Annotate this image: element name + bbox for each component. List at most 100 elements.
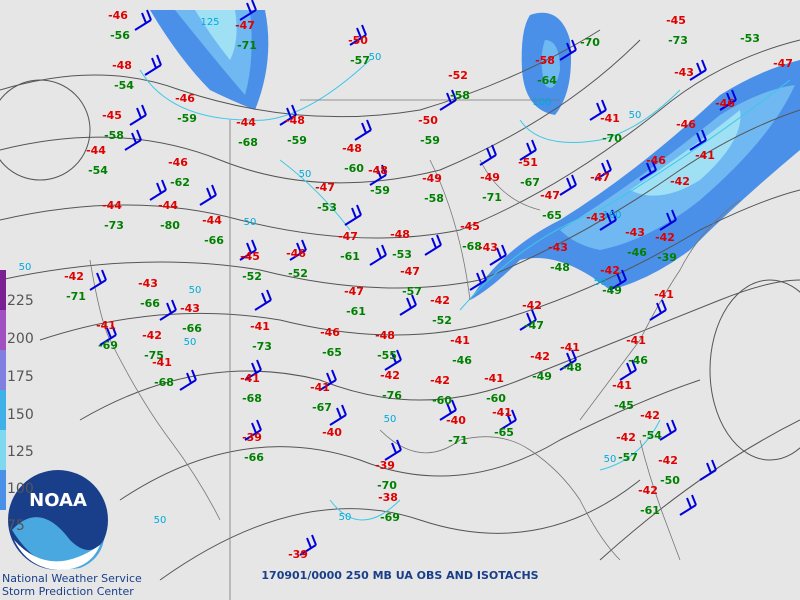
barb-flag [266,289,272,301]
coastlines [89,99,741,600]
barb-flag [566,352,572,364]
dewpoint-depression: -55 [377,349,397,362]
barb-staff [239,249,257,261]
barb-flag [291,104,297,116]
temperature: -46 [646,154,666,167]
barb-flag [381,164,387,176]
temperature: -48 [285,114,305,127]
barb-staff [254,299,272,311]
barb-flag [451,399,457,411]
temperature: -50 [418,114,438,127]
barb-flag [571,174,577,186]
dewpoint-depression: -59 [370,184,390,197]
temperature: -41 [560,341,580,354]
dewpoint-depression: -69 [380,511,400,524]
barb-staff [589,109,607,121]
isotach-label: 50 [154,515,167,526]
temperature: -46 [320,326,340,339]
barb-flag [696,132,702,144]
wind-barb [129,104,147,126]
barb-flag [566,42,572,54]
barb-flag [651,159,657,171]
barb-flag [696,62,702,74]
barb-flag [606,159,612,171]
temperature: -42 [430,374,450,387]
barb-flag [186,372,192,384]
barb-staff [349,34,367,46]
wind-barb [519,309,537,331]
temperature: -46 [286,247,306,260]
dewpoint-depression: -71 [482,191,502,204]
barb-flag [391,442,397,454]
temperature: -49 [480,171,500,184]
wind-barb [239,239,257,261]
legend-label: 100 [7,481,34,497]
barb-flag [191,369,197,381]
barb-flag [661,299,667,311]
dewpoint-depression: -52 [288,267,308,280]
barb-staff [489,254,507,266]
barb-flag [606,212,612,224]
dewpoint-depression: -59 [177,112,197,125]
temperature: -46 [676,118,696,131]
dewpoint-depression: -54 [114,79,134,92]
barb-flag [571,39,577,51]
dewpoint-depression: -52 [432,314,452,327]
dewpoint-depression: -64 [537,74,557,87]
temperature: -46 [168,156,188,169]
barb-flag [601,99,607,111]
barb-staff [594,169,612,181]
dewpoint-depression: -57 [350,54,370,67]
dewpoint-depression: -66 [182,322,202,335]
barb-flag [336,407,342,419]
wind-barb [689,129,707,151]
dewpoint-depression: -54 [88,164,108,177]
barb-staff [399,304,417,316]
temperature: -38 [378,491,398,504]
dewpoint-depression: -67 [520,176,540,189]
barb-flag [136,107,142,119]
dewpoint-depression: -58 [424,192,444,205]
temperature: -42 [616,431,636,444]
barb-staff [159,309,177,321]
barb-flag [616,272,622,284]
temperature: -42 [670,175,690,188]
isotach-label: 50 [604,454,617,465]
barb-staff [679,504,697,516]
barb-staff [649,309,667,321]
barb-flag [686,497,692,509]
barb-flag [666,422,672,434]
barb-staff [239,9,257,21]
wind-barb [199,184,217,206]
isotach-label: 50 [629,110,642,121]
dewpoint-depression: -49 [602,284,622,297]
barb-staff [384,449,402,461]
temperature: -41 [626,334,646,347]
temperature: -46 [715,97,735,110]
temperature: -43 [586,211,606,224]
temperature: -41 [240,372,260,385]
wind-barb [609,269,627,291]
temperature: -42 [64,270,84,283]
wind-barb [384,349,402,371]
wind-barbs [89,0,737,556]
temperature: -40 [446,414,466,427]
barb-flag [101,269,107,281]
credit-line: National Weather Service [2,572,142,585]
barb-flag [621,269,627,281]
barb-flag [571,349,577,361]
temperature: -41 [96,319,116,332]
wind-barb [559,349,577,371]
wind-barb [384,439,402,461]
isotach-label: 50 [184,337,197,348]
barb-staff [289,249,307,261]
temperature: -41 [612,379,632,392]
barb-flag [531,309,537,321]
temperature: -47 [344,285,364,298]
barb-flag [656,302,662,314]
barb-flag [526,142,532,154]
barb-flag [396,439,402,451]
isotach-label: 50 [299,169,312,180]
barb-staff [439,99,457,111]
dewpoint-depression: -50 [660,474,680,487]
